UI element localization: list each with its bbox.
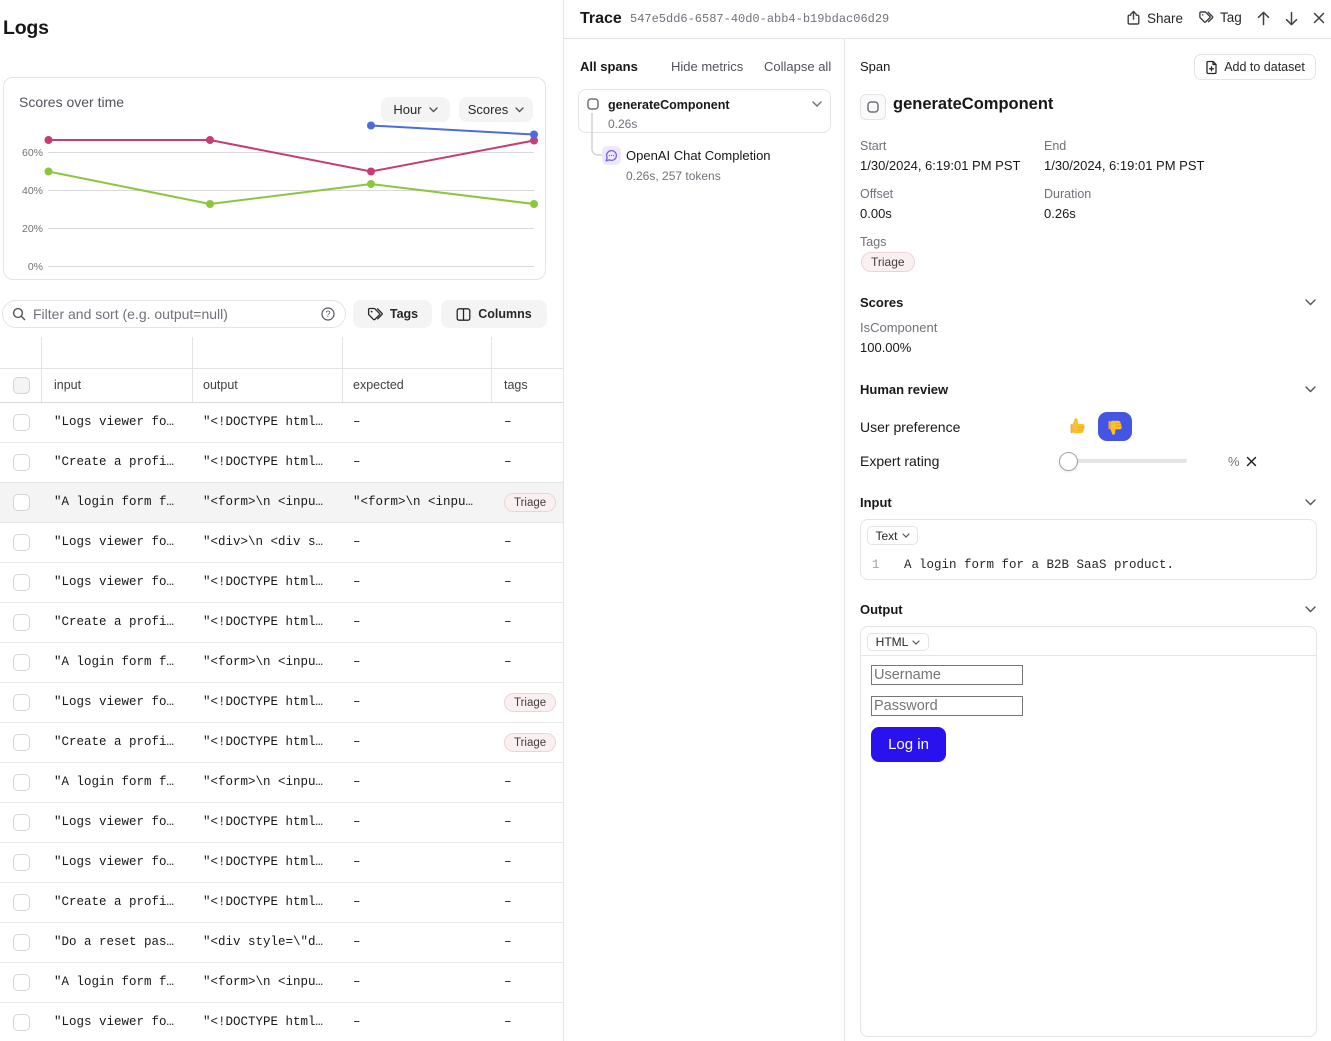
- svg-text:60%: 60%: [22, 147, 43, 159]
- svg-text:20%: 20%: [22, 223, 43, 235]
- svg-text:?: ?: [325, 309, 330, 319]
- svg-text:40%: 40%: [22, 185, 43, 197]
- svg-text:0%: 0%: [28, 261, 43, 273]
